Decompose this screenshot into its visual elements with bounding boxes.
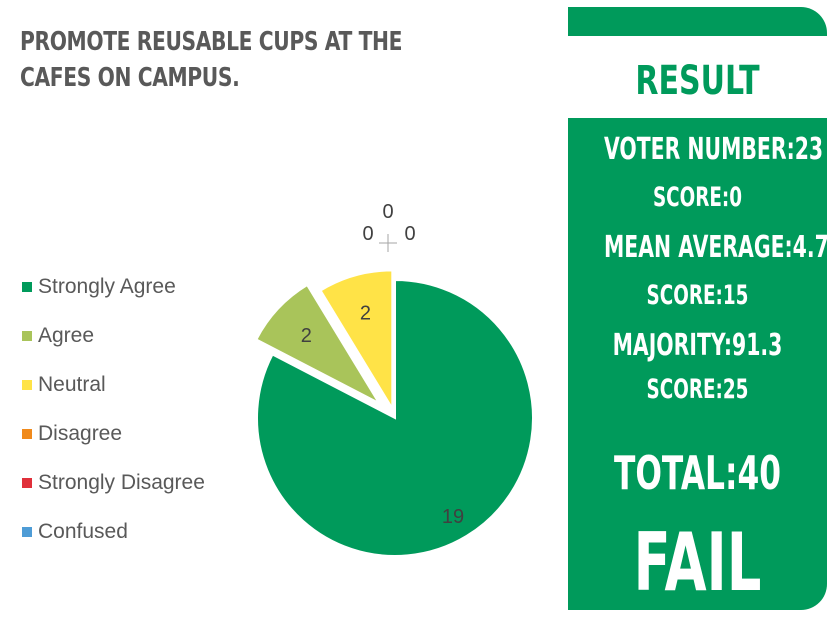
majority: MAJORITY:91.3 — [612, 328, 783, 363]
data-label: 0 — [404, 223, 415, 245]
legend-label: Disagree — [38, 421, 123, 445]
data-label: 0 — [382, 201, 393, 223]
legend-swatch — [22, 477, 32, 488]
slice-agree — [255, 283, 382, 406]
leader-lines — [379, 234, 397, 252]
data-label: 2 — [360, 303, 371, 325]
data-label: 19 — [442, 506, 464, 528]
chart-title: PROMOTE REUSABLE CUPS AT THE CAFES ON CA… — [20, 27, 403, 93]
mean-score: SCORE:15 — [646, 280, 749, 311]
legend-swatch — [22, 330, 32, 341]
voter-score: SCORE:0 — [652, 182, 743, 213]
legend-label: Agree — [38, 323, 95, 347]
result-panel-top — [568, 7, 827, 36]
data-label: 0 — [362, 223, 373, 245]
data-label: 2 — [301, 325, 312, 347]
mean-average: MEAN AVERAGE:4.74 — [604, 230, 832, 265]
legend-label: Neutral — [38, 372, 106, 396]
chart-legend: Strongly Agree Agree Neutral Disagree St… — [22, 262, 205, 556]
slice-neutral — [319, 269, 394, 412]
legend-item-strongly-disagree: Strongly Disagree — [22, 458, 205, 507]
legend-label: Confused — [38, 519, 128, 543]
legend-label: Strongly Agree — [38, 274, 176, 298]
verdict: FAIL — [633, 516, 762, 609]
legend-item-strongly-agree: Strongly Agree — [22, 262, 205, 311]
slice-strongly-agree — [256, 278, 534, 557]
legend-swatch — [22, 281, 32, 292]
legend-item-neutral: Neutral — [22, 360, 205, 409]
result-heading: RESULT — [635, 58, 760, 104]
legend-swatch — [22, 428, 32, 439]
result-panel — [568, 118, 827, 610]
legend-swatch — [22, 379, 32, 390]
majority-score: SCORE:25 — [646, 374, 749, 405]
total-score: TOTAL:40 — [613, 446, 782, 500]
legend-item-confused: Confused — [22, 507, 205, 556]
voter-number: VOTER NUMBER:23 — [604, 132, 824, 167]
legend-swatch — [22, 526, 32, 537]
legend-label: Strongly Disagree — [38, 470, 205, 494]
legend-item-disagree: Disagree — [22, 409, 205, 458]
legend-item-agree: Agree — [22, 311, 205, 360]
